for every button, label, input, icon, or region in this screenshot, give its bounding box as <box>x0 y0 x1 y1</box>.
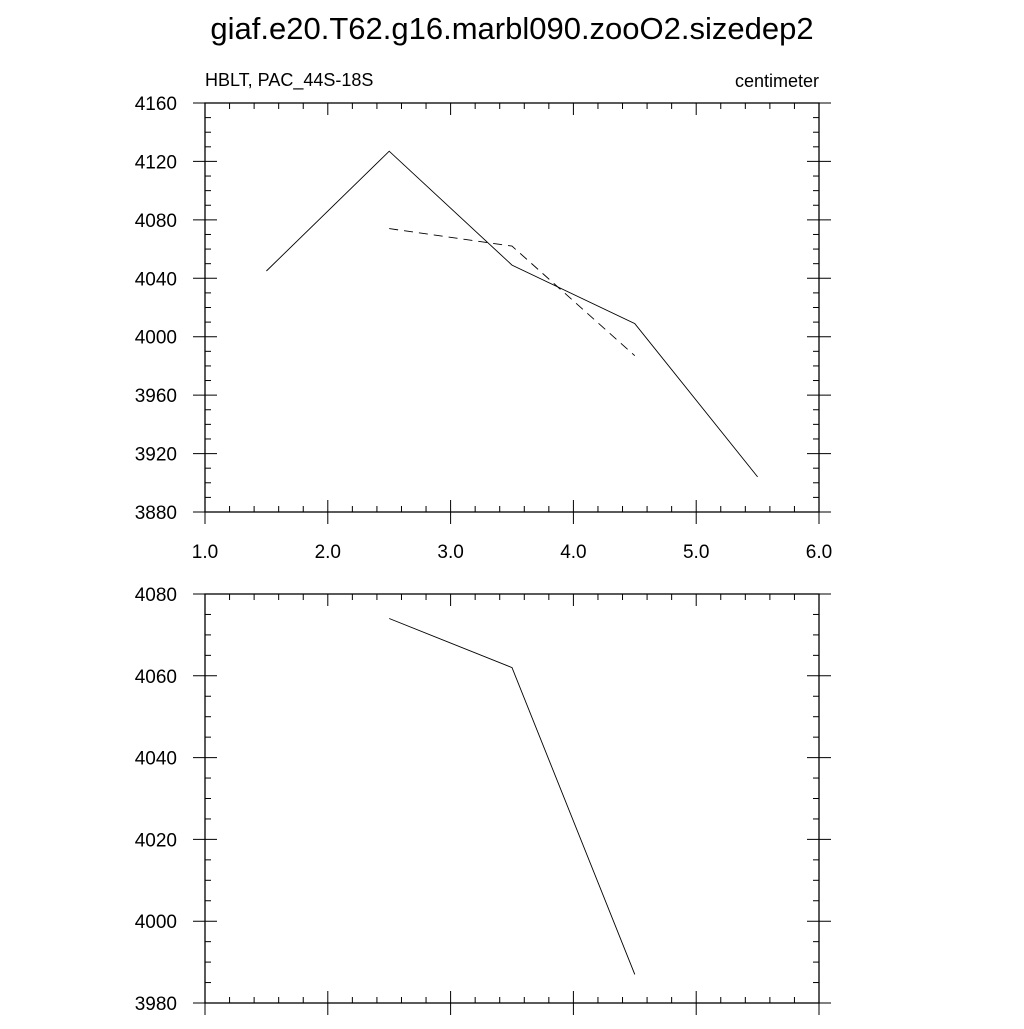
y-tick-label: 4120 <box>135 152 177 173</box>
y-tick-label: 4000 <box>135 328 177 349</box>
x-tick-label: 3.0 <box>437 542 463 563</box>
y-tick-label: 3880 <box>135 503 177 524</box>
x-tick-label: 5.0 <box>683 542 709 563</box>
x-tick-label: 4.0 <box>560 542 586 563</box>
y-tick-label: 4080 <box>135 585 177 606</box>
y-tick-label: 4020 <box>135 830 177 851</box>
y-tick-label: 4000 <box>135 912 177 933</box>
x-tick-label: 2.0 <box>315 542 341 563</box>
right-string: centimeter <box>735 71 819 91</box>
plot-frame <box>205 103 819 512</box>
chart-title: giaf.e20.T62.g16.marbl090.zooO2.sizedep2 <box>210 11 813 46</box>
y-tick-label: 4040 <box>135 269 177 290</box>
bottom-panel: 3980 4000 4020 4040 4060 4080 <box>135 585 831 1015</box>
y-tick-label: 3920 <box>135 445 177 466</box>
y-tick-label: 3980 <box>135 994 177 1015</box>
plot-frame <box>205 594 819 1003</box>
y-tick-label: 4040 <box>135 749 177 770</box>
y-tick-label: 4060 <box>135 667 177 688</box>
y-tick-label: 3960 <box>135 386 177 407</box>
y-tick-label: 4160 <box>135 94 177 115</box>
x-tick-label: 6.0 <box>806 542 832 563</box>
top-panel: HBLT, PAC_44S-18S centimeter 1.0 2.0 3.0 4.0 5… <box>135 70 832 563</box>
left-string: HBLT, PAC_44S-18S <box>205 70 373 91</box>
series-line-dashed <box>389 229 635 356</box>
y-tick-label: 4080 <box>135 211 177 232</box>
series-line-solid <box>389 619 635 975</box>
series-line-solid <box>266 151 757 477</box>
x-tick-label: 1.0 <box>192 542 218 563</box>
